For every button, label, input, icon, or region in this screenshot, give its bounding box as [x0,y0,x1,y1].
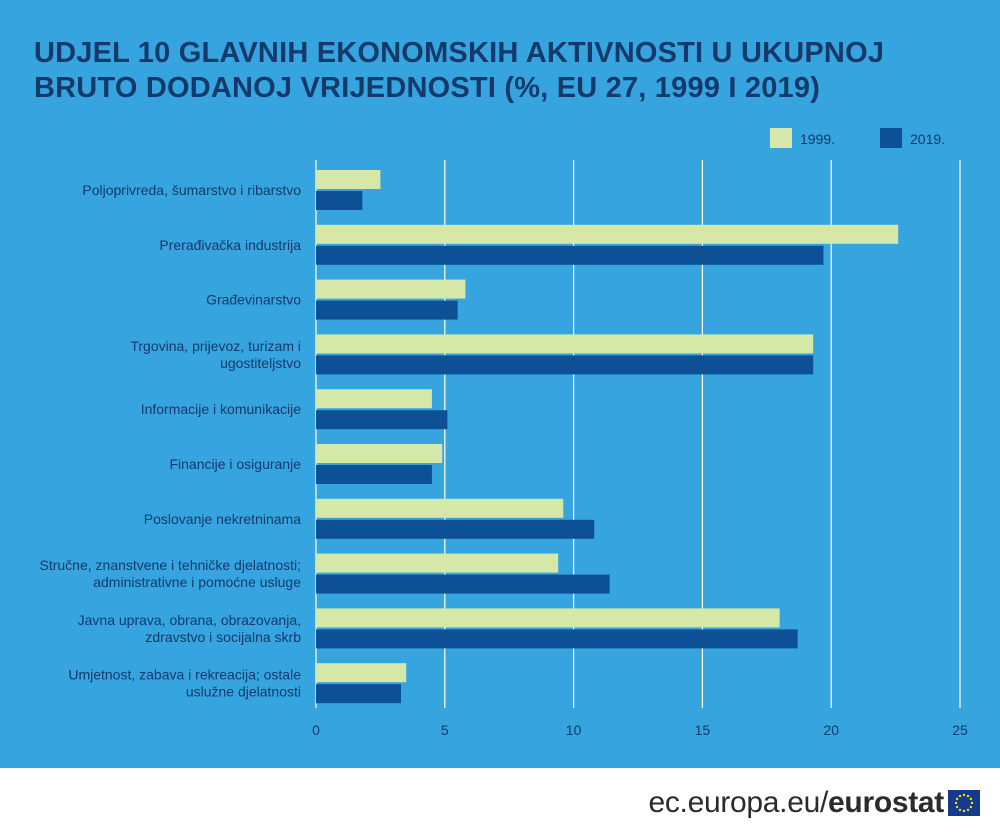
legend-label: 2019. [910,131,945,147]
x-tick-label: 5 [441,722,449,738]
bar-2019 [316,245,824,265]
category-label: Javna uprava, obrana, obrazovanja, [78,612,301,628]
bar-2019 [316,410,448,430]
bar-1999 [316,170,381,189]
category-label: Umjetnost, zabava i rekreacija; ostale [68,667,301,683]
bar-2019 [316,629,798,649]
category-labels: Poljoprivreda, šumarstvo i ribarstvo Prer… [40,182,302,700]
x-tick-label: 10 [566,722,582,738]
category-label: Prerađivačka industrija [159,237,301,253]
bar-2019 [316,355,814,375]
bar-2019 [316,684,402,704]
bar-1999 [316,553,559,573]
category-label: Poslovanje nekretninama [144,511,301,527]
x-axis-ticks: 0 5 10 15 20 25 [312,722,968,738]
category-label: zdravstvo i socijalna skrb [145,629,301,645]
footer: ec.europa.eu/eurostat [0,768,1000,837]
x-tick-label: 0 [312,722,320,738]
bar-2019 [316,300,458,320]
bar-1999 [316,334,814,354]
x-tick-label: 25 [952,722,968,738]
bar-1999 [316,608,780,628]
category-label: Informacije i komunikacije [141,401,301,417]
footer-brand[interactable]: ec.europa.eu/eurostat [648,786,944,820]
bar-1999 [316,279,466,299]
category-label: Stručne, znanstvene i tehničke djelatnos… [40,557,302,573]
bar-1999 [316,498,564,518]
category-label: Financije i osiguranje [169,456,301,472]
bar-1999 [316,444,443,463]
category-label: administrativne i pomoćne usluge [93,574,301,590]
bar-1999 [316,663,407,683]
legend: 1999. 2019. [770,128,945,148]
category-label: Građevinarstvo [206,292,301,308]
footer-site: ec.europa.eu/ [648,786,829,819]
bar-2019 [316,519,595,539]
category-label: uslužne djelatnosti [186,684,301,700]
bar-chart: Poljoprivreda, šumarstvo i ribarstvo Prer… [40,128,968,738]
footer-brand-name: eurostat [828,786,944,819]
bars [316,170,899,704]
bar-2019 [316,574,610,594]
bar-1999 [316,224,899,244]
legend-swatch [770,128,792,148]
bar-2019 [316,465,432,484]
category-label: Poljoprivreda, šumarstvo i ribarstvo [82,182,301,198]
bar-2019 [316,191,363,210]
chart-title: UDJEL 10 GLAVNIH EKONOMSKIH AKTIVNOSTI U… [34,37,885,104]
bar-1999 [316,389,432,409]
category-label: ugostiteljstvo [220,355,301,371]
x-tick-label: 20 [823,722,839,738]
eu-flag-icon [948,790,980,816]
x-tick-label: 15 [695,722,711,738]
category-label: Trgovina, prijevoz, turizam i [130,338,301,354]
legend-swatch [880,128,902,148]
legend-label: 1999. [800,131,835,147]
